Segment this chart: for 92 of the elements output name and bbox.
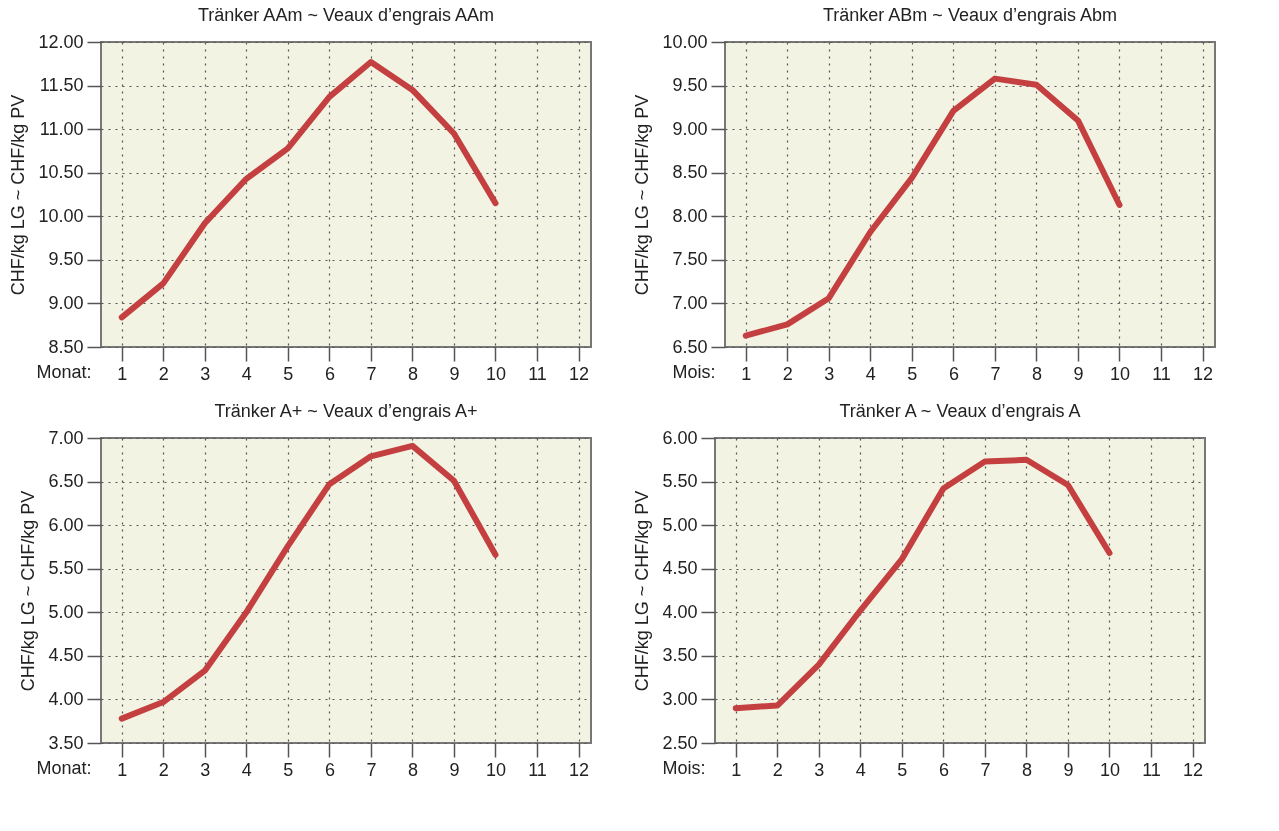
x-tick-label: 4 bbox=[241, 759, 252, 780]
x-tick-label: 6 bbox=[948, 363, 959, 384]
y-tick-label: 5.50 bbox=[662, 471, 698, 492]
x-tick-label: 7 bbox=[990, 363, 1001, 384]
x-tick-label: 10 bbox=[1109, 363, 1131, 384]
x-tick-label: 12 bbox=[1193, 363, 1214, 384]
x-axis-title: Monat: bbox=[36, 361, 92, 382]
y-tick-label: 9.00 bbox=[672, 118, 708, 139]
x-tick-label: 7 bbox=[366, 759, 377, 780]
x-tick-label: 9 bbox=[449, 759, 460, 780]
y-tick-label: 5.00 bbox=[48, 601, 84, 622]
x-tick-label: 2 bbox=[772, 759, 783, 780]
y-tick-label: 3.50 bbox=[48, 732, 84, 753]
y-tick-label: 10.00 bbox=[38, 205, 84, 226]
x-tick-label: 3 bbox=[814, 759, 825, 780]
x-tick-label: 2 bbox=[158, 363, 169, 384]
x-axis-title: Monat: bbox=[36, 757, 92, 778]
x-tick-label: 10 bbox=[1099, 759, 1121, 780]
y-tick-label: 8.00 bbox=[672, 205, 708, 226]
y-tick-label: 8.50 bbox=[672, 162, 708, 183]
y-tick-label: 6.00 bbox=[48, 514, 84, 535]
x-tick-label: 8 bbox=[1021, 759, 1032, 780]
x-tick-label: 3 bbox=[200, 363, 211, 384]
y-tick-label: 9.00 bbox=[48, 292, 84, 313]
y-tick-label: 6.00 bbox=[662, 427, 698, 448]
x-tick-label: 11 bbox=[528, 363, 547, 384]
y-tick-label: 10.50 bbox=[38, 162, 84, 183]
y-tick-label: 2.50 bbox=[662, 732, 698, 753]
x-tick-label: 3 bbox=[824, 363, 835, 384]
y-tick-label: 4.50 bbox=[48, 645, 84, 666]
y-tick-label: 7.50 bbox=[672, 249, 708, 270]
y-tick-label: 6.50 bbox=[672, 336, 708, 357]
chart-title: Tränker ABm ~ Veaux d’engrais Abm bbox=[823, 5, 1117, 25]
y-tick-label: 4.00 bbox=[662, 601, 698, 622]
x-axis-title: Mois: bbox=[672, 361, 716, 382]
x-tick-label: 8 bbox=[1031, 363, 1042, 384]
x-tick-label: 1 bbox=[117, 759, 128, 780]
x-tick-label: 1 bbox=[117, 363, 128, 384]
y-axis-title: CHF/kg LG ~ CHF/kg PV bbox=[8, 94, 29, 296]
x-tick-label: 1 bbox=[741, 363, 752, 384]
y-tick-label: 7.00 bbox=[672, 292, 708, 313]
x-tick-label: 6 bbox=[324, 759, 335, 780]
y-axis-title: CHF/kg LG ~ CHF/kg PV bbox=[18, 490, 39, 692]
y-tick-label: 10.00 bbox=[662, 31, 708, 52]
x-tick-label: 6 bbox=[938, 759, 949, 780]
y-tick-label: 9.50 bbox=[48, 249, 84, 270]
y-tick-label: 5.50 bbox=[48, 558, 84, 579]
x-tick-label: 12 bbox=[569, 759, 590, 780]
x-tick-label: 6 bbox=[324, 363, 335, 384]
x-tick-label: 10 bbox=[485, 363, 507, 384]
x-tick-label: 12 bbox=[1183, 759, 1204, 780]
y-tick-label: 11.50 bbox=[39, 75, 84, 96]
x-tick-label: 5 bbox=[897, 759, 908, 780]
x-tick-label: 11 bbox=[528, 759, 547, 780]
y-tick-label: 4.00 bbox=[48, 688, 84, 709]
x-tick-label: 7 bbox=[980, 759, 991, 780]
x-tick-label: 8 bbox=[407, 759, 418, 780]
x-tick-label: 9 bbox=[1063, 759, 1074, 780]
x-tick-label: 1 bbox=[731, 759, 742, 780]
x-tick-label: 5 bbox=[283, 363, 294, 384]
y-tick-label: 7.00 bbox=[48, 427, 84, 448]
y-tick-label: 4.50 bbox=[662, 558, 698, 579]
y-tick-label: 8.50 bbox=[48, 336, 84, 357]
x-tick-label: 5 bbox=[907, 363, 918, 384]
y-tick-label: 6.50 bbox=[48, 471, 84, 492]
x-tick-label: 12 bbox=[569, 363, 590, 384]
x-tick-label: 7 bbox=[366, 363, 377, 384]
x-tick-label: 11 bbox=[1142, 759, 1161, 780]
x-tick-label: 8 bbox=[407, 363, 418, 384]
y-axis-title: CHF/kg LG ~ CHF/kg PV bbox=[632, 94, 653, 296]
x-tick-label: 9 bbox=[1073, 363, 1084, 384]
y-tick-label: 12.00 bbox=[38, 31, 84, 52]
x-tick-label: 11 bbox=[1152, 363, 1171, 384]
x-tick-label: 3 bbox=[200, 759, 211, 780]
y-tick-label: 3.00 bbox=[662, 688, 698, 709]
x-tick-label: 9 bbox=[449, 363, 460, 384]
y-tick-label: 5.00 bbox=[662, 514, 698, 535]
chart-title: Tränker A+ ~ Veaux d’engrais A+ bbox=[214, 401, 478, 421]
chart-title: Tränker AAm ~ Veaux d’engrais AAm bbox=[198, 5, 494, 25]
chart-title: Tränker A ~ Veaux d’engrais A bbox=[839, 401, 1081, 421]
y-tick-label: 3.50 bbox=[662, 645, 698, 666]
x-axis-title: Mois: bbox=[662, 757, 706, 778]
x-tick-label: 5 bbox=[283, 759, 294, 780]
y-tick-label: 9.50 bbox=[672, 75, 708, 96]
x-tick-label: 2 bbox=[782, 363, 793, 384]
x-tick-label: 4 bbox=[241, 363, 252, 384]
y-tick-label: 11.00 bbox=[39, 118, 84, 139]
x-tick-label: 2 bbox=[158, 759, 169, 780]
x-tick-label: 10 bbox=[485, 759, 507, 780]
x-tick-label: 4 bbox=[855, 759, 866, 780]
y-axis-title: CHF/kg LG ~ CHF/kg PV bbox=[632, 490, 653, 692]
x-tick-label: 4 bbox=[865, 363, 876, 384]
